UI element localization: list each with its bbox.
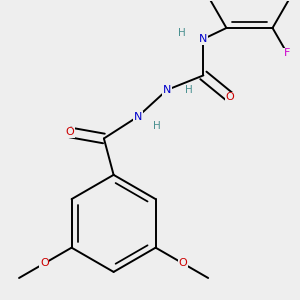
Text: F: F [284, 48, 290, 58]
Text: O: O [66, 128, 74, 137]
Text: O: O [178, 258, 187, 268]
Text: O: O [40, 258, 49, 268]
Text: H: H [153, 121, 161, 131]
Text: H: H [178, 28, 185, 38]
Text: H: H [185, 85, 193, 95]
Text: N: N [199, 34, 208, 44]
Text: N: N [163, 85, 171, 95]
Text: O: O [226, 92, 234, 102]
Text: N: N [134, 112, 142, 122]
